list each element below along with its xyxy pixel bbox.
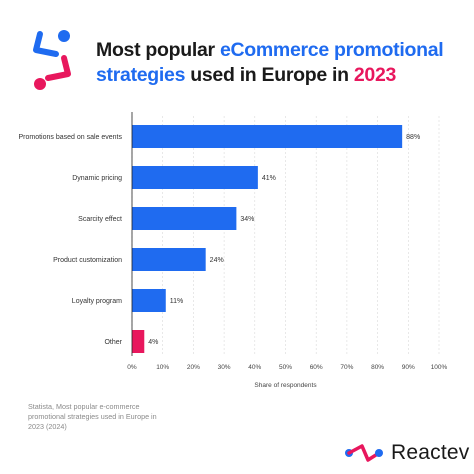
title-part-3: used in Europe in [185,64,354,86]
statista-logo-icon [33,30,71,90]
bar [132,166,258,189]
data-label: 4% [148,339,158,346]
data-label: 24% [210,257,224,264]
x-axis-title: Share of respondents [254,382,317,389]
x-tick-label: 100% [431,364,448,371]
title-part-2: eCommerce promotional strategies [96,39,444,86]
category-label: Dynamic pricing [72,175,122,182]
bar-chart: 0% 10% 20% 30% 40% 50% 60% 70% 80% 90% 100% Share o… [18,112,448,389]
reactev-logo-icon [345,444,383,462]
category-label: Loyalty program [72,298,122,305]
bar [132,248,206,271]
bar [132,289,166,312]
x-tick-label: 90% [402,364,415,371]
x-tick-label: 70% [340,364,353,371]
x-tick-label: 40% [248,364,261,371]
category-label: Other [104,339,122,346]
bar [132,125,403,148]
x-tick-label: 60% [310,364,323,371]
category-label: Promotions based on sale events [18,134,122,141]
category-label: Scarcity effect [78,216,122,223]
x-tick-label: 0% [127,364,137,371]
x-tick-label: 10% [156,364,169,371]
x-tick-label: 80% [371,364,384,371]
data-label: 11% [170,298,184,305]
x-tick-label: 20% [187,364,200,371]
x-tick-label: 50% [279,364,292,371]
title-part-1: Most popular [96,39,220,61]
brand-name: Reactev [391,441,470,464]
data-label: 88% [406,134,420,141]
brand-footer: Reactev [344,438,469,468]
source-note: Statista, Most popular e-commerce promot… [28,402,157,431]
data-label: 41% [262,175,276,182]
bar [132,207,237,230]
chart-title: Most popular eCommerce promotional strat… [96,38,466,88]
category-label: Product customization [53,257,122,264]
x-tick-label: 30% [218,364,231,371]
data-label: 34% [240,216,254,223]
title-part-4: 2023 [353,64,397,86]
bar [132,330,145,353]
